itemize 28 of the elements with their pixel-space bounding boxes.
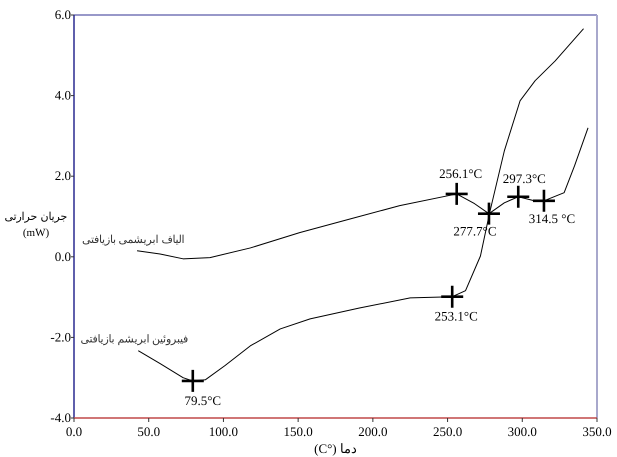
annotation: 253.1°C [434, 308, 478, 324]
series-label: الیاف ابریشمی بازیافتی [82, 234, 184, 246]
x-tick-label: 300.0 [508, 424, 537, 439]
x-tick-label: 350.0 [582, 424, 612, 439]
y-tick-label: 2.0 [54, 168, 71, 184]
x-tick-label: 0.0 [66, 424, 82, 439]
x-tick-label: 250.0 [432, 424, 462, 439]
x-tick-label: 100.0 [208, 424, 238, 439]
point [441, 286, 464, 308]
x-tick-label: 150.0 [284, 424, 313, 439]
annotation: 314.5 °C [528, 210, 576, 226]
x-axis-title: دما (°C) [314, 441, 357, 456]
point [446, 182, 468, 205]
y-tick-label: -4.0 [50, 410, 71, 425]
point [507, 186, 530, 208]
y-tick-label: 6.0 [54, 7, 71, 22]
x-tick-label: 200.0 [358, 424, 388, 439]
point [478, 202, 500, 225]
point [532, 190, 555, 212]
series-label: فیبروئین ابریشم بازیافتی [80, 334, 188, 346]
annotation: 297.3°C [502, 170, 546, 186]
y-tick-label: 4.0 [54, 88, 71, 103]
y-tick-label: 0.0 [54, 248, 71, 264]
annotation: 79.5°C [184, 392, 222, 408]
point [182, 370, 204, 392]
x-tick-label: 50.0 [137, 424, 160, 439]
annotation: 256.1°C [439, 166, 482, 181]
y-tick-label: -2.0 [50, 329, 71, 344]
